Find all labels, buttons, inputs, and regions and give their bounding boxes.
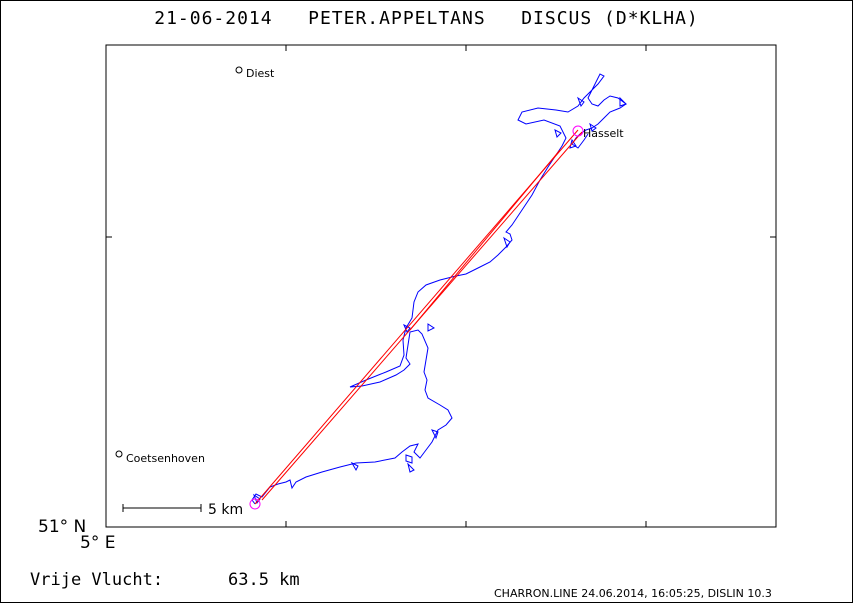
flight-distance: 63.5 km	[228, 570, 300, 590]
flight-track	[251, 73, 627, 505]
place-marker-icon	[235, 66, 243, 74]
flight-type-label: Vrije Vlucht:	[30, 570, 164, 590]
pilot-name: PETER.APPELTANS	[308, 8, 486, 29]
place-marker-icon	[115, 450, 123, 458]
plot-frame	[105, 44, 777, 528]
place-label: Coetsenhoven	[126, 452, 205, 465]
place-label: Hasselt	[583, 127, 624, 140]
footer-info: CHARRON.LINE 24.06.2014, 16:05:25, DISLI…	[494, 587, 772, 600]
place-coetsenhoven: Coetsenhoven	[115, 450, 205, 465]
start-turnpoint-marker	[249, 498, 261, 510]
place-label: Diest	[246, 67, 275, 80]
task-lines	[254, 129, 583, 505]
glider-name: DISCUS (D*KLHA)	[521, 8, 699, 29]
place-hasselt: Hasselt	[583, 127, 624, 140]
thermal-markers	[252, 96, 627, 505]
flight-date: 21-06-2014	[154, 8, 273, 29]
longitude-label: 5° E	[80, 533, 116, 553]
place-diest: Diest	[235, 66, 275, 80]
axis-ticks	[106, 45, 776, 527]
scale-bar-label: 5 km	[208, 502, 243, 518]
scale-bar	[122, 504, 202, 512]
latitude-label: 51° N	[38, 517, 87, 537]
hasselt-turnpoint-marker	[572, 125, 584, 137]
page-title: 21-06-2014 PETER.APPELTANS DISCUS (D*KLH…	[0, 8, 853, 29]
